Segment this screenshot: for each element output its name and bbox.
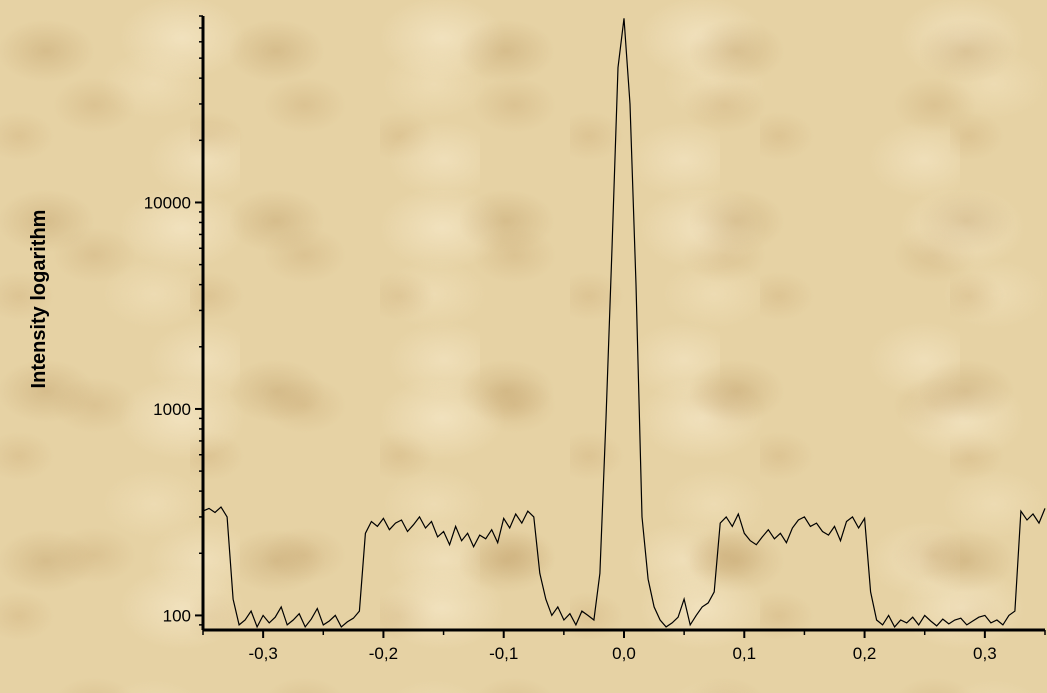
y-ticks: 100 1000 10000 bbox=[144, 15, 203, 626]
series-line-0 bbox=[202, 18, 1046, 629]
y-axis-title: Intensity logarithm bbox=[28, 210, 50, 389]
x-ticks: -0,3 -0,2 -0,1 0,0 0,1 0,2 0,3 bbox=[202, 630, 1046, 663]
x-tick-label: -0,3 bbox=[248, 644, 277, 663]
x-tick-label: -0,1 bbox=[489, 644, 518, 663]
x-tick-label: 0,2 bbox=[853, 644, 877, 663]
axes bbox=[201, 16, 1045, 632]
x-tick-label: -0,2 bbox=[369, 644, 398, 663]
y-tick-label: 1000 bbox=[153, 400, 191, 419]
x-tick-label: 0,0 bbox=[612, 644, 636, 663]
y-tick-label: 100 bbox=[163, 606, 191, 625]
x-tick-label: 0,1 bbox=[732, 644, 756, 663]
y-tick-label: 10000 bbox=[144, 193, 191, 212]
x-tick-label: 0,3 bbox=[973, 644, 997, 663]
plot-lines bbox=[202, 18, 1046, 629]
